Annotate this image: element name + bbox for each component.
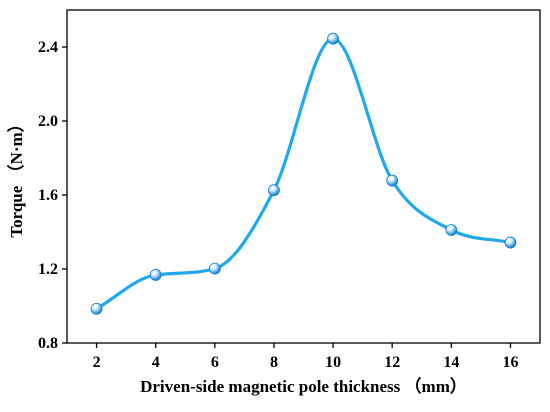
data-point <box>90 302 103 315</box>
data-point <box>149 269 162 281</box>
series <box>94 37 513 311</box>
axis-ticks: 2 4 6 8 10 12 14 16 0.8 1.2 1.6 2.0 2.4 <box>38 39 518 371</box>
data-point <box>327 32 339 45</box>
x-axis-title: Driven-side magnetic pole thickness （mm） <box>140 376 467 396</box>
axes <box>66 9 541 344</box>
data-point <box>445 224 458 236</box>
data-point <box>268 184 280 197</box>
y-tick-label: 0.8 <box>38 335 58 352</box>
x-tick-label: 6 <box>211 354 219 371</box>
y-tick-label: 2.0 <box>38 113 58 130</box>
x-tick-label: 14 <box>443 354 459 371</box>
x-tick-label: 10 <box>325 354 341 371</box>
data-points <box>90 32 517 315</box>
y-tick-label: 1.2 <box>38 261 58 278</box>
plot-frame <box>66 9 541 344</box>
series-line <box>94 37 513 311</box>
data-point <box>504 236 517 249</box>
x-tick-label: 16 <box>502 354 518 371</box>
x-tick-label: 8 <box>270 354 278 371</box>
data-point <box>208 262 221 275</box>
x-tick-label: 2 <box>93 354 101 371</box>
y-tick-label: 1.6 <box>38 187 58 204</box>
x-tick-label: 4 <box>152 354 160 371</box>
data-point <box>386 174 399 187</box>
x-tick-label: 12 <box>384 354 400 371</box>
y-axis-title: Torque （N·m） <box>6 115 26 237</box>
y-tick-label: 2.4 <box>38 39 58 56</box>
